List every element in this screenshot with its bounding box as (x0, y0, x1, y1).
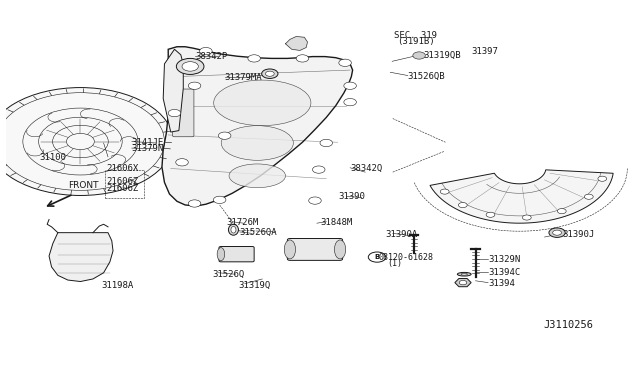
Circle shape (339, 59, 351, 67)
Circle shape (320, 140, 333, 147)
Polygon shape (430, 170, 613, 223)
Text: 31526Q: 31526Q (212, 270, 244, 279)
Circle shape (262, 69, 278, 78)
Text: 31394: 31394 (488, 279, 515, 288)
Circle shape (486, 212, 495, 217)
Circle shape (312, 166, 325, 173)
Circle shape (598, 176, 607, 181)
Circle shape (549, 228, 565, 237)
Circle shape (584, 194, 593, 199)
Text: 31526QB: 31526QB (408, 72, 445, 81)
Text: 31526QA: 31526QA (240, 228, 277, 237)
FancyBboxPatch shape (219, 247, 254, 262)
Circle shape (0, 87, 173, 195)
Circle shape (168, 109, 180, 117)
Circle shape (200, 48, 212, 55)
Text: 31397: 31397 (472, 46, 499, 55)
Circle shape (458, 202, 467, 208)
Circle shape (296, 55, 308, 62)
Text: 31379N: 31379N (132, 144, 164, 153)
Circle shape (176, 159, 188, 166)
Polygon shape (49, 232, 113, 282)
Text: 31100: 31100 (39, 153, 66, 162)
Text: 38342Q: 38342Q (350, 164, 382, 173)
Circle shape (413, 52, 426, 59)
Ellipse shape (461, 273, 467, 275)
Circle shape (368, 252, 386, 262)
Text: 31848M: 31848M (320, 218, 352, 227)
Ellipse shape (217, 248, 225, 261)
Ellipse shape (335, 240, 346, 259)
Text: 3141JE: 3141JE (132, 138, 164, 147)
Text: SEC. 319: SEC. 319 (394, 31, 437, 40)
Text: 31726M: 31726M (226, 218, 258, 227)
Text: FRONT: FRONT (68, 181, 98, 190)
Text: 31379MA: 31379MA (225, 73, 262, 82)
Polygon shape (285, 36, 307, 50)
Text: 31390J: 31390J (562, 230, 595, 238)
Text: B: B (374, 254, 380, 260)
Text: 31198A: 31198A (102, 280, 134, 290)
Circle shape (177, 58, 204, 74)
FancyBboxPatch shape (173, 89, 194, 137)
Text: 21606Z: 21606Z (107, 177, 139, 186)
Ellipse shape (458, 272, 471, 276)
Text: 21606X: 21606X (107, 164, 139, 173)
Circle shape (460, 280, 467, 285)
Circle shape (344, 99, 356, 106)
Text: 38342P: 38342P (196, 52, 228, 61)
Circle shape (440, 189, 449, 194)
Circle shape (344, 82, 356, 89)
Circle shape (248, 55, 260, 62)
Ellipse shape (284, 240, 296, 259)
Circle shape (213, 196, 226, 203)
Circle shape (522, 215, 531, 220)
Ellipse shape (214, 80, 311, 126)
Circle shape (266, 71, 274, 76)
Polygon shape (162, 47, 353, 206)
Bar (106, 170, 145, 198)
Polygon shape (163, 49, 183, 132)
Circle shape (188, 82, 201, 89)
Text: 31319QB: 31319QB (423, 51, 461, 60)
Text: J3110256: J3110256 (543, 320, 593, 330)
Circle shape (188, 200, 201, 207)
Ellipse shape (229, 164, 285, 187)
Text: (1): (1) (388, 259, 403, 268)
Text: 08120-61628: 08120-61628 (379, 253, 434, 262)
Ellipse shape (221, 126, 293, 160)
Text: (3191B): (3191B) (397, 38, 435, 46)
Circle shape (308, 197, 321, 204)
Circle shape (182, 62, 198, 71)
Circle shape (218, 132, 231, 140)
Ellipse shape (231, 227, 236, 233)
Text: 31394C: 31394C (488, 268, 520, 277)
Circle shape (553, 230, 561, 235)
Text: 31329N: 31329N (488, 255, 520, 264)
Text: 21606Z: 21606Z (107, 185, 139, 193)
Ellipse shape (228, 224, 239, 235)
Circle shape (557, 209, 566, 214)
Text: 31390A: 31390A (385, 230, 417, 238)
Text: 31390: 31390 (339, 192, 365, 201)
FancyBboxPatch shape (287, 238, 342, 260)
Text: 31319Q: 31319Q (239, 280, 271, 290)
